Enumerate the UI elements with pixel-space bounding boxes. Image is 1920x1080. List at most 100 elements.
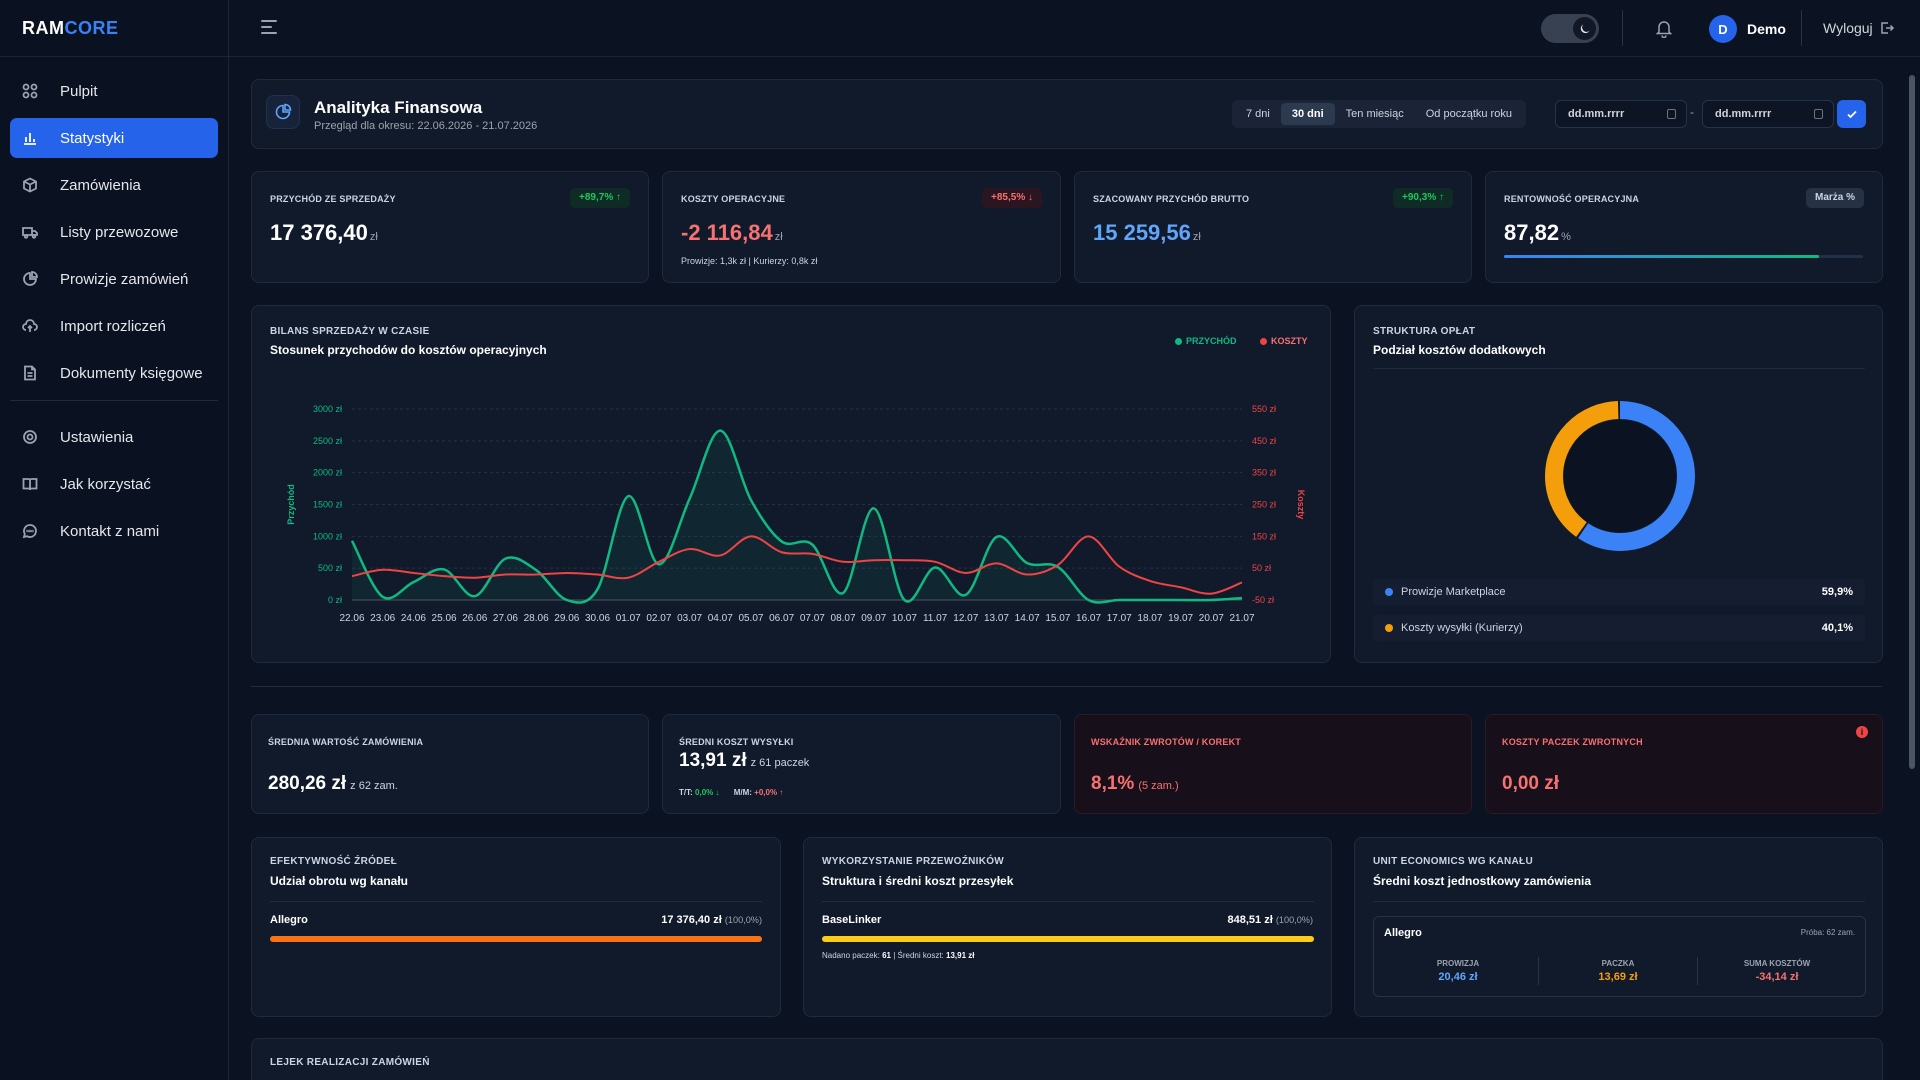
x-tick-label: 29.06: [554, 613, 579, 624]
sidebar-item-kontakt[interactable]: Kontakt z nami: [10, 511, 218, 551]
period-7-days[interactable]: 7 dni: [1246, 108, 1270, 120]
donut-slice-marketplace[interactable]: [1545, 401, 1695, 551]
section-label: STRUKTURA OPŁAT: [1373, 326, 1476, 337]
x-tick-label: 14.07: [1015, 613, 1040, 624]
stat-label: KOSZTY PACZEK ZWROTNYCH: [1502, 737, 1643, 747]
calendar-icon: [1814, 109, 1823, 119]
legend-swatch: [1385, 588, 1393, 596]
x-tick-label: 23.06: [370, 613, 395, 624]
pie-icon: [23, 271, 38, 286]
period-this-month[interactable]: Ten miesiąc: [1345, 108, 1404, 120]
y-tick-label: 2000 zł: [313, 468, 342, 478]
x-tick-label: 16.07: [1076, 613, 1101, 624]
kpi-number: -2 116,84: [681, 220, 773, 245]
kpi-change-badge: +89,7% ↑: [570, 188, 630, 208]
sidebar-item-import-rozliczen[interactable]: Import rozliczeń: [10, 306, 218, 346]
theme-toggle[interactable]: [1541, 14, 1599, 43]
section-label: WYKORZYSTANIE PRZEWOŹNIKÓW: [822, 856, 1005, 867]
logout-icon: [1880, 22, 1894, 34]
grid-icon: [22, 83, 38, 99]
moon-icon: [1573, 17, 1596, 40]
donut-chart: [1545, 401, 1695, 551]
y2-axis-title: Koszty: [1296, 490, 1306, 520]
logout-label: Wyloguj: [1823, 20, 1873, 36]
sidebar: RAM CORE Pulpit Statystyki Zamówienia Lis…: [0, 0, 229, 1080]
sidebar-divider: [10, 400, 218, 401]
line-chart: 3000 zł 550 zł 2500 zł 450 zł 2000 zł 350 zł 1…: [286, 404, 1306, 624]
topbar-divider: [1622, 10, 1623, 46]
date-to-input[interactable]: dd.mm.rrrr: [1702, 100, 1834, 128]
stat-returns-ratio: WSKAŹNIK ZWROTÓW / KOREKT 8,1% (5 zam.): [1074, 714, 1472, 814]
stat-number: 280,26 zł: [268, 773, 347, 794]
logout-button[interactable]: Wyloguj: [1823, 20, 1895, 36]
sidebar-item-statystyki[interactable]: Statystyki: [10, 118, 218, 158]
stat-value: 0,00 zł: [1502, 773, 1559, 795]
scrollbar-thumb[interactable]: [1909, 75, 1915, 769]
y-tick-label: 2500 zł: [313, 436, 342, 446]
legend-revenue[interactable]: PRZYCHÓD: [1175, 336, 1237, 346]
period-year-to-date[interactable]: Od początku roku: [1425, 108, 1512, 120]
document-icon: [24, 365, 36, 381]
section-divider: [251, 686, 1882, 687]
section-title: Średni koszt jednostkowy zamówienia: [1373, 874, 1592, 888]
topbar-divider: [1801, 10, 1802, 46]
kpi-label: KOSZTY OPERACYJNE: [681, 194, 786, 204]
sidebar-item-label: Statystyki: [60, 129, 125, 147]
revenue-area: [352, 430, 1242, 603]
ue-col-label: PROWIZJA: [1436, 959, 1480, 968]
bar-fill: [270, 936, 762, 942]
note-avg-label: Średni koszt:: [897, 951, 944, 960]
date-from-input[interactable]: dd.mm.rrrr: [1555, 100, 1687, 128]
menu-toggle-icon[interactable]: [261, 20, 279, 36]
stat-sub: (5 zam.): [1138, 780, 1179, 792]
ue-col-value: 13,69 zł: [1598, 971, 1638, 983]
kpi-value: -2 116,84 zł: [681, 220, 783, 246]
legend-swatch: [1175, 337, 1182, 345]
note-sent-label: Nadano paczek:: [822, 951, 880, 960]
y-tick-label: 1500 zł: [313, 500, 342, 510]
sidebar-item-jak-korzystac[interactable]: Jak korzystać: [10, 464, 218, 504]
sidebar-item-prowizje[interactable]: Prowizje zamówień: [10, 259, 218, 299]
sidebar-item-pulpit[interactable]: Pulpit: [10, 71, 218, 111]
sidebar-item-zamowienia[interactable]: Zamówienia: [10, 165, 218, 205]
x-tick-label: 25.06: [432, 613, 457, 624]
date-separator: -: [1690, 105, 1694, 119]
channel-amount: 17 376,40 zł: [661, 914, 722, 926]
kpi-value: 17 376,40 zł: [270, 220, 378, 246]
ue-divider: [1538, 957, 1539, 985]
stat-sub: z 62 zam.: [350, 780, 398, 792]
legend-costs[interactable]: KOSZTY: [1260, 336, 1308, 346]
check-icon: [1846, 110, 1857, 119]
kpi-note: Prowizje: 1,3k zł | Kurierzy: 0,8k zł: [681, 256, 818, 266]
legend-swatch: [1260, 337, 1267, 345]
period-30-days[interactable]: 30 dni: [1280, 103, 1335, 125]
sidebar-item-ustawienia[interactable]: Ustawienia: [10, 417, 218, 457]
apply-date-button[interactable]: [1837, 100, 1866, 128]
y2-tick-label: 350 zł: [1252, 468, 1276, 478]
costs-line: [351, 535, 1243, 595]
order-funnel-card: LEJEK REALIZACJI ZAMÓWIEŃ: [251, 1038, 1883, 1080]
stat-value: 8,1% (5 zam.): [1091, 773, 1179, 795]
kpi-unit: zł: [1192, 231, 1201, 243]
brand-logo[interactable]: RAM CORE: [0, 0, 228, 57]
carrier-share: (100,0%): [1275, 915, 1313, 925]
bell-icon[interactable]: [1654, 18, 1674, 39]
channel-value: 17 376,40 zł (100,0%): [661, 914, 762, 926]
x-tick-label: 28.06: [524, 613, 549, 624]
x-tick-label: 07.07: [800, 613, 825, 624]
stat-number: 0,00 zł: [1502, 773, 1560, 794]
info-icon[interactable]: i: [1856, 726, 1868, 738]
sidebar-item-dokumenty[interactable]: Dokumenty księgowe: [10, 353, 218, 393]
bar-chart-icon: [24, 133, 36, 145]
kpi-unit: %: [1561, 231, 1571, 243]
y-tick-label: 3000 zł: [313, 404, 342, 414]
sidebar-item-listy-przewozowe[interactable]: Listy przewozowe: [10, 212, 218, 252]
mm-value: +0,0% ↑: [754, 788, 784, 797]
truck-icon: [22, 227, 38, 239]
analytics-header: Analityka Finansowa Przegląd dla okresu:…: [251, 79, 1883, 149]
user-menu[interactable]: D Demo: [1709, 15, 1786, 43]
donut-slice-shipping[interactable]: [1545, 401, 1695, 551]
kpi-value: 15 259,56 zł: [1093, 220, 1201, 246]
x-tick-label: 27.06: [493, 613, 518, 624]
kpi-value: 87,82%: [1504, 220, 1571, 246]
